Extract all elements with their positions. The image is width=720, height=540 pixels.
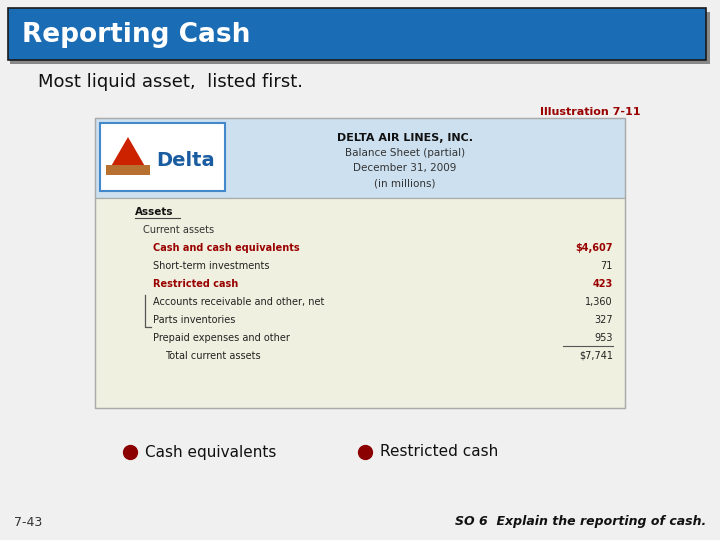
Text: SO 6  Explain the reporting of cash.: SO 6 Explain the reporting of cash.: [455, 516, 706, 529]
Text: Short-term investments: Short-term investments: [153, 261, 269, 271]
Polygon shape: [106, 165, 150, 175]
Polygon shape: [106, 137, 150, 175]
Text: Parts inventories: Parts inventories: [153, 315, 235, 325]
Text: Restricted cash: Restricted cash: [153, 279, 238, 289]
Text: Most liquid asset,  listed first.: Most liquid asset, listed first.: [38, 73, 303, 91]
Text: (in millions): (in millions): [374, 178, 436, 188]
Text: Assets: Assets: [135, 207, 174, 217]
Text: Current assets: Current assets: [143, 225, 214, 235]
Text: December 31, 2009: December 31, 2009: [354, 163, 456, 173]
Text: Cash and cash equivalents: Cash and cash equivalents: [153, 243, 300, 253]
Text: Balance Sheet (partial): Balance Sheet (partial): [345, 148, 465, 158]
Text: 423: 423: [593, 279, 613, 289]
Text: Illustration 7-11: Illustration 7-11: [539, 107, 640, 117]
Text: $4,607: $4,607: [575, 243, 613, 253]
Text: Total current assets: Total current assets: [165, 351, 261, 361]
Text: 71: 71: [600, 261, 613, 271]
FancyBboxPatch shape: [10, 12, 710, 64]
Text: $7,741: $7,741: [579, 351, 613, 361]
Text: Restricted cash: Restricted cash: [380, 444, 498, 460]
Text: Reporting Cash: Reporting Cash: [22, 22, 251, 48]
Text: Cash equivalents: Cash equivalents: [145, 444, 276, 460]
Text: 327: 327: [595, 315, 613, 325]
Text: 1,360: 1,360: [585, 297, 613, 307]
Text: Delta: Delta: [156, 152, 215, 171]
Text: Prepaid expenses and other: Prepaid expenses and other: [153, 333, 290, 343]
Text: 953: 953: [595, 333, 613, 343]
FancyBboxPatch shape: [8, 8, 706, 60]
FancyBboxPatch shape: [95, 118, 625, 198]
FancyBboxPatch shape: [100, 123, 225, 191]
Text: 7-43: 7-43: [14, 516, 42, 529]
Text: Accounts receivable and other, net: Accounts receivable and other, net: [153, 297, 325, 307]
FancyBboxPatch shape: [95, 198, 625, 408]
Text: DELTA AIR LINES, INC.: DELTA AIR LINES, INC.: [337, 133, 473, 143]
